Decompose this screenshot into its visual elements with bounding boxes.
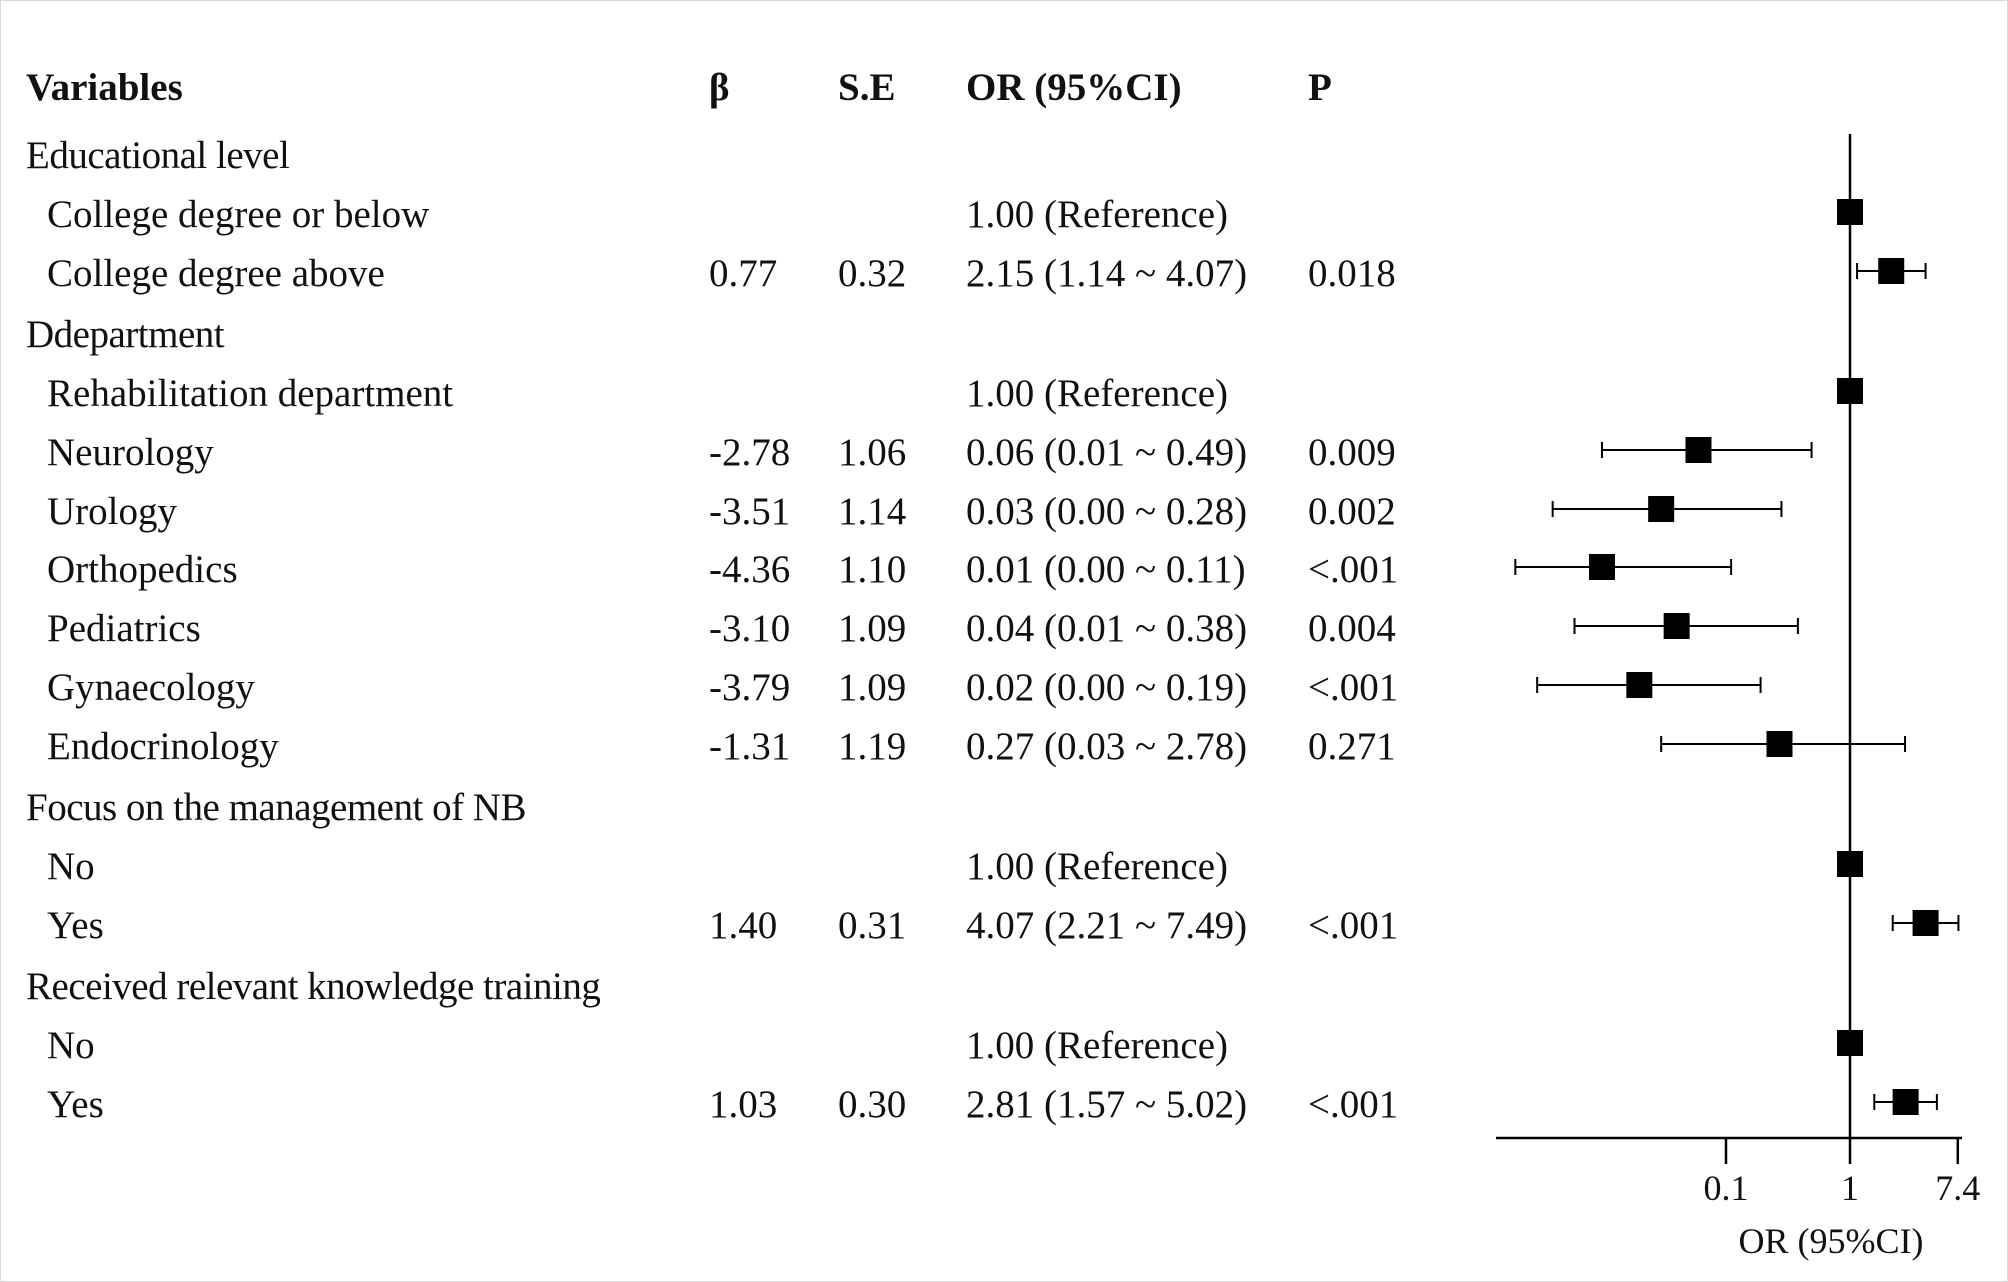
or-marker bbox=[1912, 910, 1939, 936]
or-value: 1.00 (Reference) bbox=[966, 372, 1229, 415]
group-label: Received relevant knowledge training bbox=[26, 965, 601, 1008]
or-marker bbox=[1626, 672, 1653, 698]
variable-label: College degree or below bbox=[47, 193, 430, 236]
group-label: Focus on the management of NB bbox=[26, 786, 526, 829]
beta-value: -3.51 bbox=[709, 490, 791, 533]
beta-value: 0.77 bbox=[709, 252, 778, 295]
or-value: 1.00 (Reference) bbox=[966, 1024, 1229, 1067]
or-value: 0.27 (0.03 ~ 2.78) bbox=[966, 725, 1248, 768]
se-value: 1.14 bbox=[838, 490, 907, 533]
p-value: 0.004 bbox=[1308, 607, 1396, 650]
or-value: 2.81 (1.57 ~ 5.02) bbox=[966, 1083, 1248, 1126]
se-value: 1.06 bbox=[838, 431, 907, 474]
p-value: <.001 bbox=[1308, 1083, 1399, 1126]
p-value: 0.002 bbox=[1308, 490, 1396, 533]
variable-label: Orthopedics bbox=[47, 548, 238, 591]
or-marker bbox=[1648, 496, 1675, 522]
or-value: 0.02 (0.00 ~ 0.19) bbox=[966, 666, 1248, 709]
or-marker bbox=[1766, 731, 1793, 757]
or-value: 1.00 (Reference) bbox=[966, 193, 1229, 236]
header-variables: Variables bbox=[26, 66, 183, 109]
variable-label: Gynaecology bbox=[47, 666, 255, 709]
or-marker bbox=[1878, 258, 1905, 284]
se-value: 0.31 bbox=[838, 904, 907, 947]
or-marker bbox=[1837, 1030, 1863, 1056]
beta-value: -3.79 bbox=[709, 666, 791, 709]
or-value: 4.07 (2.21 ~ 7.49) bbox=[966, 904, 1248, 947]
se-value: 0.30 bbox=[838, 1083, 907, 1126]
x-tick-label: 0.1 bbox=[1704, 1168, 1749, 1208]
or-value: 2.15 (1.14 ~ 4.07) bbox=[966, 252, 1248, 295]
group-label: Educational level bbox=[26, 134, 290, 177]
beta-value: -3.10 bbox=[709, 607, 791, 650]
p-value: <.001 bbox=[1308, 548, 1399, 591]
variable-label: No bbox=[47, 845, 95, 888]
or-value: 1.00 (Reference) bbox=[966, 845, 1229, 888]
or-value: 0.01 (0.00 ~ 0.11) bbox=[966, 548, 1246, 591]
or-marker bbox=[1589, 554, 1615, 580]
x-tick-label: 7.4 bbox=[1935, 1168, 1980, 1208]
se-value: 0.32 bbox=[838, 252, 907, 295]
beta-value: -2.78 bbox=[709, 431, 791, 474]
or-marker bbox=[1837, 378, 1863, 404]
se-value: 1.10 bbox=[838, 548, 907, 591]
x-axis-title: OR (95%CI) bbox=[1739, 1221, 1924, 1261]
variable-label: Rehabilitation department bbox=[47, 372, 454, 415]
or-marker bbox=[1837, 199, 1863, 225]
p-value: <.001 bbox=[1308, 904, 1399, 947]
p-value: 0.009 bbox=[1308, 431, 1396, 474]
se-value: 1.09 bbox=[838, 666, 907, 709]
p-value: 0.018 bbox=[1308, 252, 1396, 295]
or-value: 0.06 (0.01 ~ 0.49) bbox=[966, 431, 1248, 474]
or-marker bbox=[1837, 851, 1863, 877]
group-label: Ddepartment bbox=[26, 313, 225, 356]
variable-label: No bbox=[47, 1024, 95, 1067]
beta-value: 1.03 bbox=[709, 1083, 778, 1126]
variable-label: Yes bbox=[47, 1083, 104, 1126]
p-value: 0.271 bbox=[1308, 725, 1396, 768]
variable-label: Endocrinology bbox=[47, 725, 279, 768]
or-value: 0.04 (0.01 ~ 0.38) bbox=[966, 607, 1248, 650]
header-or: OR (95%CI) bbox=[966, 66, 1182, 109]
or-marker bbox=[1685, 437, 1712, 463]
variable-label: College degree above bbox=[47, 252, 385, 295]
header-se: S.E bbox=[838, 66, 896, 109]
header-beta: β bbox=[709, 66, 730, 109]
variable-label: Urology bbox=[47, 490, 177, 533]
p-value: <.001 bbox=[1308, 666, 1399, 709]
variable-label: Pediatrics bbox=[47, 607, 201, 650]
x-tick-label: 1 bbox=[1841, 1168, 1859, 1208]
se-value: 1.09 bbox=[838, 607, 907, 650]
variable-label: Yes bbox=[47, 904, 104, 947]
or-marker bbox=[1892, 1089, 1919, 1115]
se-value: 1.19 bbox=[838, 725, 907, 768]
or-marker bbox=[1663, 613, 1690, 639]
or-value: 0.03 (0.00 ~ 0.28) bbox=[966, 490, 1248, 533]
beta-value: -4.36 bbox=[709, 548, 791, 591]
beta-value: -1.31 bbox=[709, 725, 791, 768]
variable-label: Neurology bbox=[47, 431, 214, 474]
header-p: P bbox=[1308, 66, 1332, 109]
beta-value: 1.40 bbox=[709, 904, 778, 947]
